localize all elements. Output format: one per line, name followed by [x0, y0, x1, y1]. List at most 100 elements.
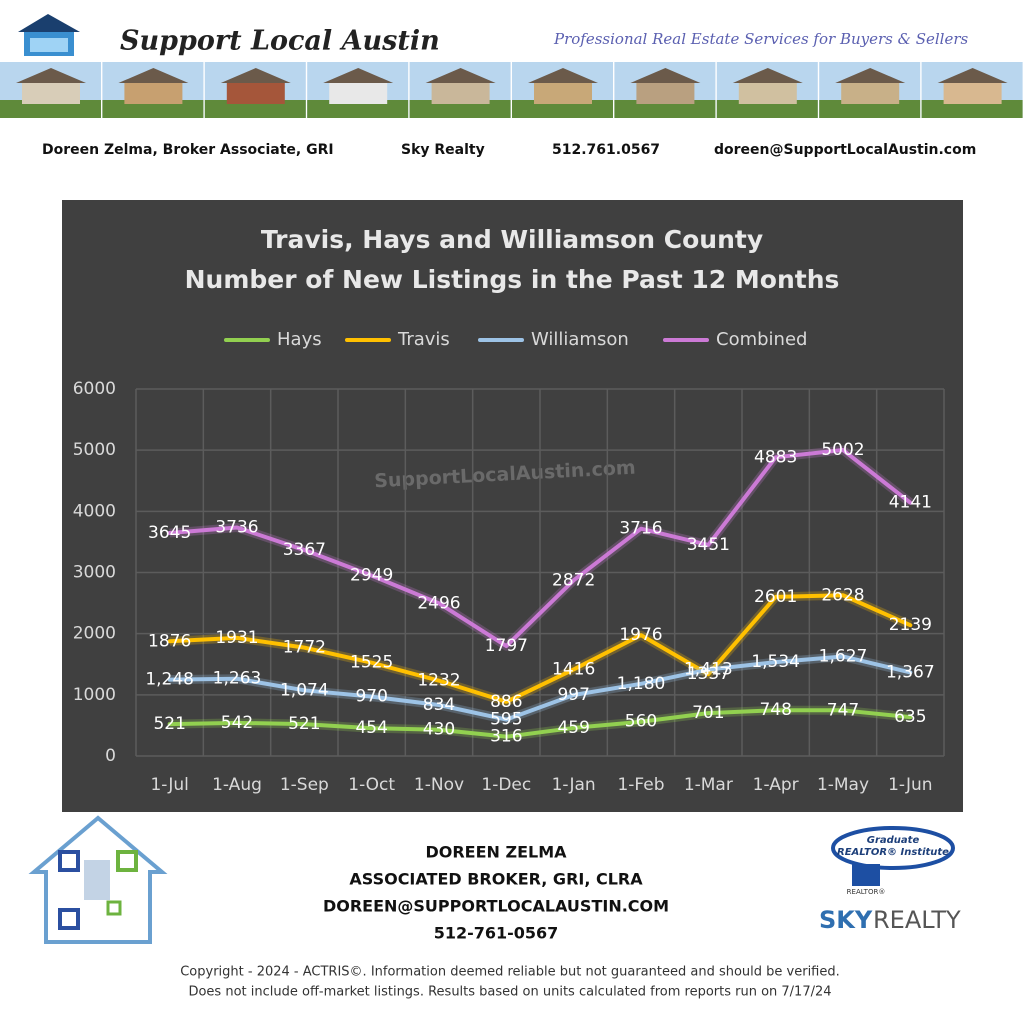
photo-lawn — [921, 100, 1023, 118]
data-label: 747 — [827, 700, 859, 720]
data-label: 542 — [221, 713, 253, 733]
data-label: 3716 — [619, 519, 662, 539]
x-tick-label: 1-Mar — [684, 775, 733, 795]
x-tick-label: 1-Oct — [348, 775, 395, 795]
contact-email: doreen@SupportLocalAustin.com — [714, 142, 976, 158]
y-tick-label: 0 — [105, 746, 116, 766]
data-label: 1,367 — [886, 662, 935, 682]
x-tick-label: 1-Aug — [212, 775, 262, 795]
y-tick-label: 5000 — [73, 440, 116, 460]
data-label: 1525 — [350, 653, 393, 673]
photo-roof — [220, 68, 291, 83]
data-label: 1876 — [148, 631, 191, 651]
data-label: 834 — [423, 695, 455, 715]
realtor-text: REALTOR® — [847, 888, 886, 896]
legend-label: Williamson — [531, 329, 629, 350]
agent-title: ASSOCIATED BROKER, GRI, CLRA — [349, 870, 643, 889]
photo-roof — [937, 68, 1008, 83]
x-tick-label: 1-Feb — [617, 775, 664, 795]
agent-email: DOREEN@SUPPORTLOCALAUSTIN.COM — [323, 897, 669, 916]
x-tick-label: 1-Jun — [888, 775, 932, 795]
data-label: 1232 — [417, 671, 460, 691]
data-label: 1931 — [215, 628, 258, 648]
agent-phone: 512-761-0567 — [434, 924, 559, 943]
series-line — [167, 448, 913, 649]
photo-roof — [835, 68, 906, 83]
x-tick-label: 1-May — [817, 775, 869, 795]
data-label: 521 — [153, 714, 185, 734]
photo-house — [738, 82, 797, 104]
data-label: 3736 — [215, 517, 258, 537]
photo-house — [943, 82, 1002, 104]
logo-icon — [18, 14, 80, 56]
badge — [831, 826, 955, 870]
x-tick-label: 1-Sep — [280, 775, 329, 795]
badge-text: REALTOR® Institute — [837, 847, 949, 858]
data-label: 1,074 — [280, 680, 329, 700]
company-logo-b: REALTY — [873, 906, 961, 934]
contact-name: Doreen Zelma, Broker Associate, GRI — [42, 142, 334, 158]
data-label: 3367 — [283, 540, 326, 560]
photo-roof — [118, 68, 189, 83]
data-label: 4883 — [754, 447, 797, 467]
data-label: 1,248 — [145, 670, 194, 690]
brand: Support Local Austin — [120, 26, 440, 57]
y-tick-label: 4000 — [73, 501, 116, 521]
qr-code — [28, 815, 168, 944]
data-label: 1,263 — [213, 669, 262, 689]
photo-strip — [0, 62, 1023, 118]
photo-lawn — [0, 100, 101, 118]
data-label: 2139 — [889, 615, 932, 635]
photo-house — [22, 82, 80, 104]
photo-roof — [323, 68, 394, 83]
data-label: 635 — [894, 707, 926, 727]
legend-label: Hays — [277, 329, 322, 350]
chart-subtitle: Number of New Listings in the Past 12 Mo… — [185, 265, 840, 294]
data-label: 521 — [288, 714, 320, 734]
photo-lawn — [307, 100, 409, 118]
data-label: 1772 — [283, 638, 326, 658]
data-label: 1,627 — [819, 646, 868, 666]
data-label: 3645 — [148, 523, 191, 543]
photo-roof — [630, 68, 701, 83]
data-label: 1976 — [619, 625, 662, 645]
photo-roof — [425, 68, 496, 83]
data-label: 595 — [490, 710, 522, 730]
photo-house — [431, 82, 490, 104]
photo-roof — [732, 68, 803, 83]
x-tick-label: 1-Dec — [481, 775, 531, 795]
series-line — [167, 654, 913, 722]
plot: 0 1000 2000 3000 4000 5000 6000 1-Jul 1-Aug 1-Sep… — [73, 329, 945, 795]
photo-lawn — [409, 100, 511, 118]
data-label: 2872 — [552, 570, 595, 590]
copyright: Copyright - 2024 - ACTRIS©. Information … — [180, 965, 840, 980]
data-label: 701 — [692, 703, 724, 723]
photo-lawn — [512, 100, 613, 118]
data-label: 4141 — [889, 493, 932, 513]
data-label: 1,534 — [751, 652, 800, 672]
x-tick-label: 1-Jan — [552, 775, 596, 795]
data-label: 2949 — [350, 566, 393, 586]
agent-name: DOREEN ZELMA — [425, 843, 567, 862]
data-label: 1,180 — [617, 674, 666, 694]
data-label: 3451 — [687, 535, 730, 555]
company-logo-a: SKY — [819, 906, 873, 934]
data-label: 997 — [557, 685, 589, 705]
y-tick-label: 2000 — [73, 624, 116, 644]
photo-house — [329, 82, 388, 104]
data-label: 748 — [759, 700, 791, 720]
photo-roof — [16, 68, 86, 83]
data-label: 886 — [490, 692, 522, 712]
data-label: 1416 — [552, 659, 595, 679]
data-label: 2496 — [417, 593, 460, 613]
data-label: 1797 — [485, 636, 528, 656]
photo-lawn — [102, 100, 204, 118]
data-label: 454 — [355, 718, 387, 738]
chart-title: Travis, Hays and Williamson County — [261, 225, 763, 254]
legend-label: Combined — [716, 329, 807, 350]
data-label: 430 — [423, 720, 455, 740]
photo-lawn — [614, 100, 716, 118]
data-label: 459 — [557, 718, 589, 738]
